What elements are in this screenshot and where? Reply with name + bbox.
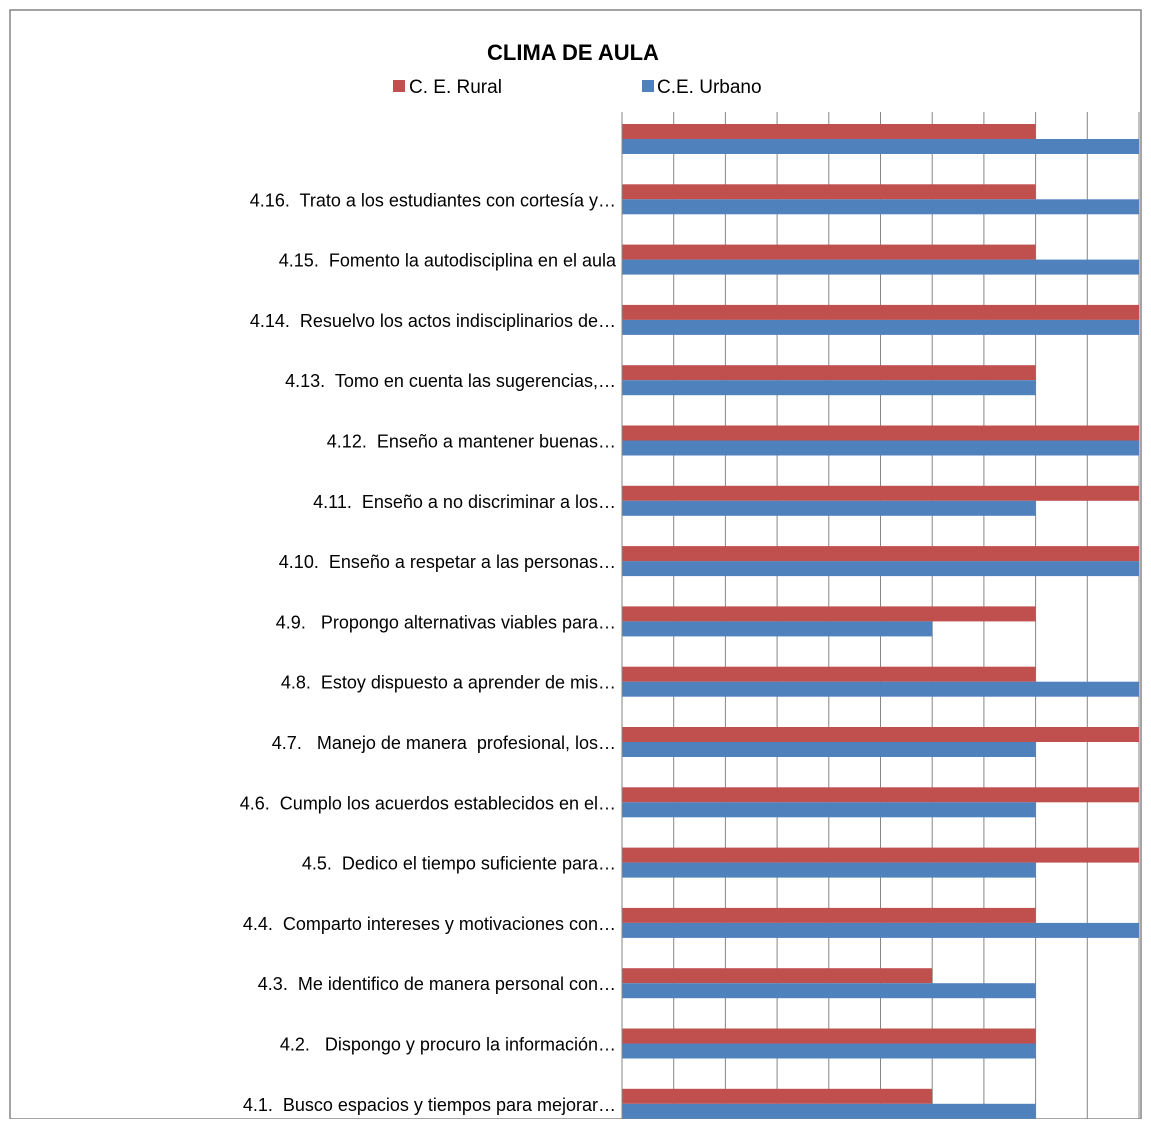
bar-urbano <box>622 742 1036 757</box>
bar-rural <box>622 485 1139 501</box>
bar-rural <box>622 787 1139 803</box>
category-label: 4.2. Dispongo y procuro la información… <box>280 1035 616 1055</box>
bar-urbano <box>622 259 1139 275</box>
legend-label-urbano: C.E. Urbano <box>657 77 762 98</box>
category-label: 4.1. Busco espacios y tiempos para mejor… <box>243 1095 616 1115</box>
bar-urbano <box>622 1043 1036 1059</box>
category-label: 4.5. Dedico el tiempo suficiente para… <box>302 854 616 874</box>
bar-rural <box>622 184 1036 200</box>
bar-urbano <box>622 621 933 637</box>
bar-urbano <box>622 139 1139 154</box>
bar-urbano <box>622 561 1139 577</box>
category-label: 4.10. Enseño a respetar a las personas… <box>279 552 616 572</box>
bar-urbano <box>622 440 1139 456</box>
bar-urbano <box>622 1103 1036 1119</box>
bar-urbano <box>622 199 1139 215</box>
legend-swatch-rural <box>393 80 405 92</box>
bar-urbano <box>622 681 1139 697</box>
bar-rural <box>622 244 1036 260</box>
category-label: 4.16. Trato a los estudiantes con cortes… <box>250 190 616 210</box>
category-label: 4.7. Manejo de manera profesional, los… <box>272 733 616 753</box>
bar-rural <box>622 847 1139 863</box>
bars <box>622 124 1139 1119</box>
category-label: 4.15. Fomento la autodisciplina en el au… <box>279 251 617 271</box>
legend-label-rural: C. E. Rural <box>409 77 502 98</box>
category-label: 4.12. Enseño a mantener buenas… <box>327 432 616 452</box>
category-label: 4.11. Enseño a no discriminar a los… <box>313 492 616 512</box>
bar-urbano <box>622 500 1036 516</box>
category-label: 4.6. Cumplo los acuerdos establecidos en… <box>240 793 616 813</box>
bar-rural <box>622 666 1036 682</box>
bar-urbano <box>622 862 1036 878</box>
bar-rural <box>622 124 1036 139</box>
category-label: 4.8. Estoy dispuesto a aprender de mis… <box>281 673 616 693</box>
bar-rural <box>622 425 1139 441</box>
bar-rural <box>622 304 1139 320</box>
bar-urbano <box>622 922 1139 938</box>
bar-rural <box>622 907 1036 923</box>
bar-rural <box>622 606 1036 622</box>
chart-title: CLIMA DE AULA <box>487 40 659 65</box>
bar-rural <box>622 1088 933 1104</box>
category-label: 4.4. Comparto intereses y motivaciones c… <box>243 914 616 934</box>
bar-rural <box>622 1028 1036 1044</box>
bar-rural <box>622 968 933 984</box>
bar-rural <box>622 727 1139 742</box>
bar-rural <box>622 365 1036 381</box>
legend-swatch-urbano <box>642 80 654 92</box>
legend: C. E. Rural C.E. Urbano <box>393 77 762 98</box>
category-labels: 4.16. Trato a los estudiantes con cortes… <box>240 190 617 1115</box>
bar-urbano <box>622 380 1036 396</box>
bar-urbano <box>622 319 1139 335</box>
category-label: 4.14. Resuelvo los actos indisciplinario… <box>250 311 616 331</box>
bar-urbano <box>622 983 1036 999</box>
category-label: 4.3. Me identifico de manera personal co… <box>258 974 616 994</box>
bar-urbano <box>622 802 1036 818</box>
category-label: 4.9. Propongo alternativas viables para… <box>276 612 616 632</box>
category-label: 4.13. Tomo en cuenta las sugerencias,… <box>285 371 616 391</box>
bar-rural <box>622 546 1139 562</box>
